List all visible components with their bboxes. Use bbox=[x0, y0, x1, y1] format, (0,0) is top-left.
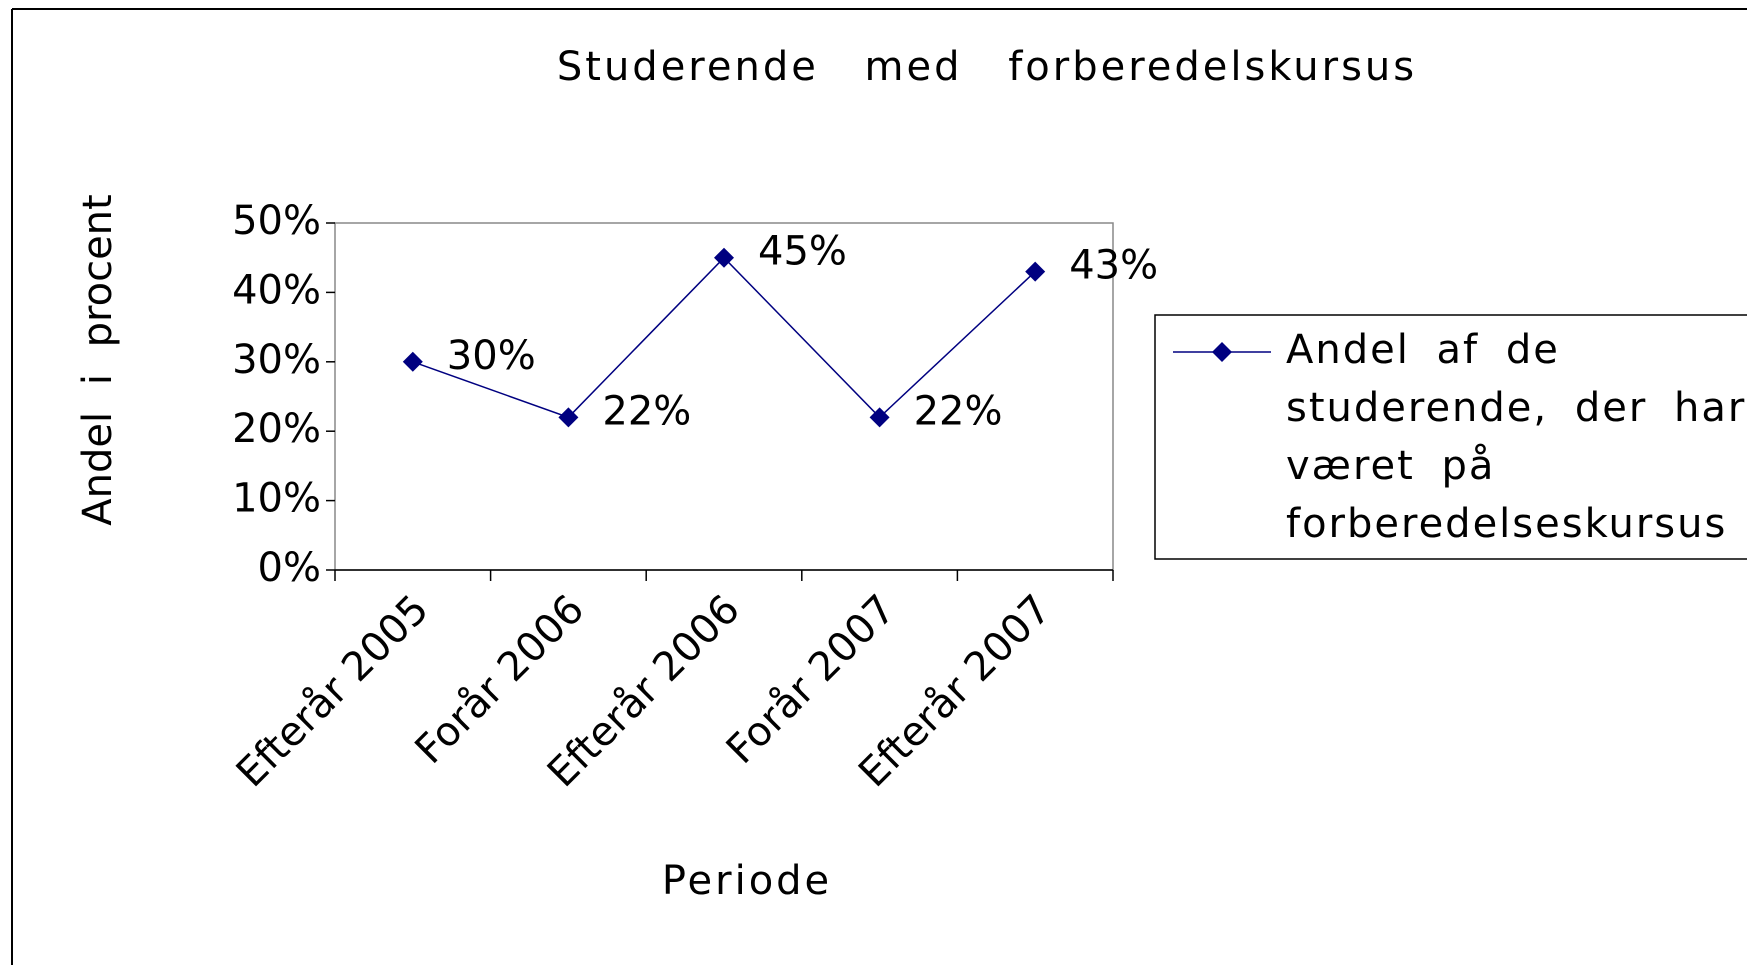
marker bbox=[402, 351, 423, 372]
chart-title: Studerende med forberedelskursus bbox=[557, 44, 1417, 90]
marker bbox=[558, 407, 579, 428]
data-label: 22% bbox=[914, 388, 1003, 434]
y-tick-label: 10% bbox=[232, 476, 321, 522]
legend-box bbox=[1154, 314, 1747, 560]
data-label: 30% bbox=[447, 333, 536, 379]
y-tick-label: 0% bbox=[258, 545, 321, 591]
x-axis-label: Periode bbox=[662, 858, 832, 904]
y-tick-label: 50% bbox=[232, 198, 321, 244]
y-axis-label: Andel i procent bbox=[75, 194, 121, 525]
marker bbox=[1025, 261, 1046, 282]
y-tick-label: 20% bbox=[232, 406, 321, 452]
x-tick-label: Efterår 2005 bbox=[228, 586, 438, 796]
marker bbox=[869, 407, 890, 428]
data-label: 45% bbox=[758, 229, 847, 275]
y-tick-label: 40% bbox=[232, 267, 321, 313]
data-label: 43% bbox=[1069, 243, 1158, 289]
legend-marker bbox=[1212, 342, 1232, 362]
legend-label: Andel af de studerende, der har været på fo… bbox=[1286, 327, 1746, 547]
marker bbox=[714, 247, 734, 268]
data-label: 22% bbox=[602, 388, 691, 434]
y-tick-label: 30% bbox=[232, 337, 321, 383]
